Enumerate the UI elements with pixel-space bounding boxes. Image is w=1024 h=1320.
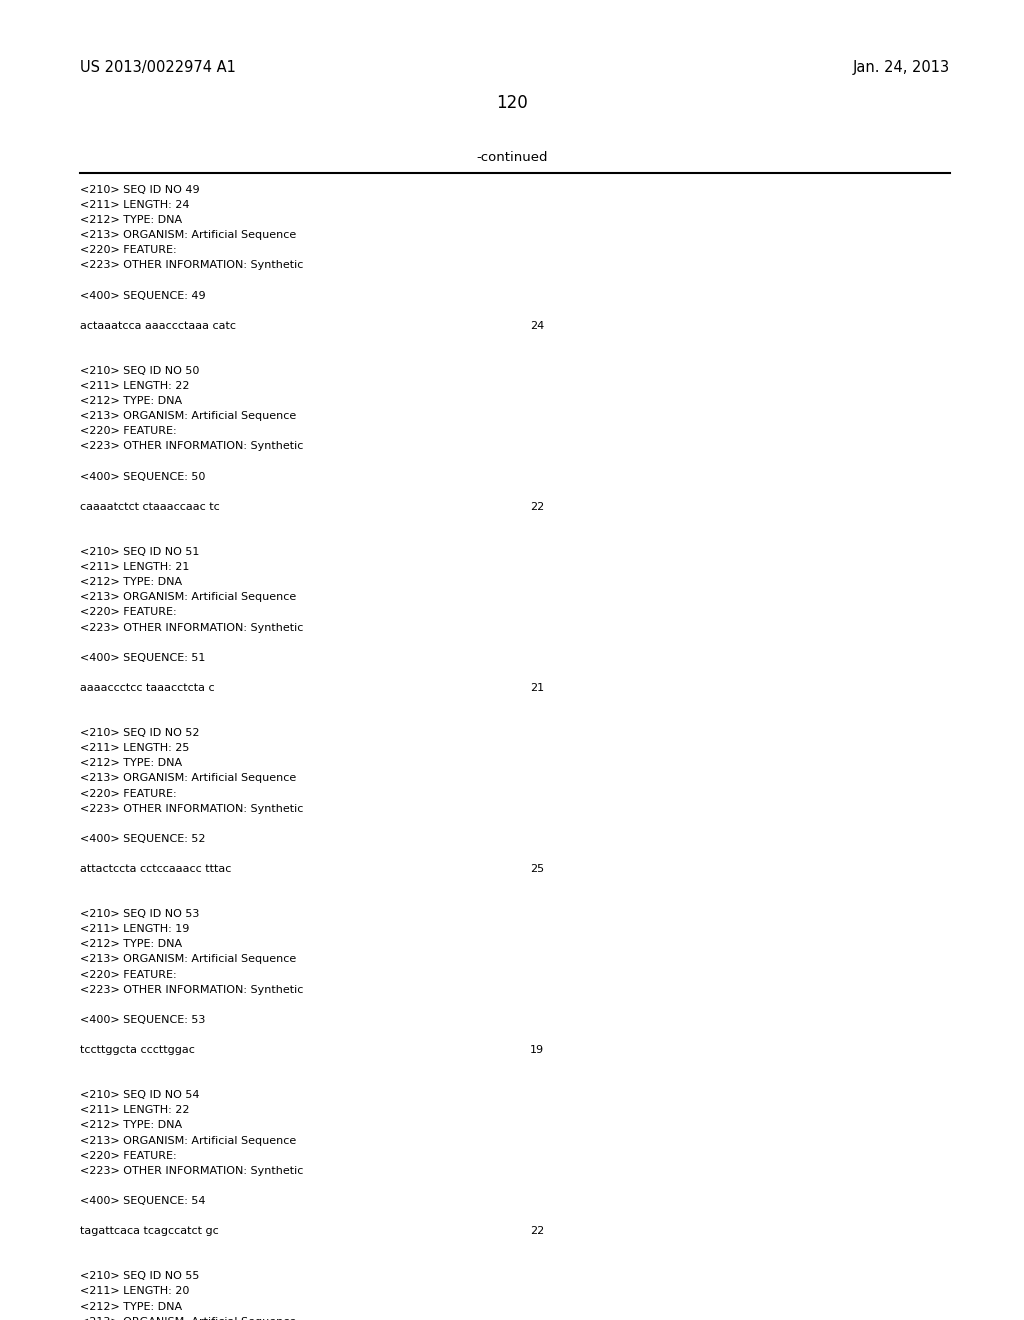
Text: <400> SEQUENCE: 51: <400> SEQUENCE: 51 — [80, 652, 206, 663]
Text: <211> LENGTH: 25: <211> LENGTH: 25 — [80, 743, 189, 754]
Text: 19: 19 — [530, 1045, 544, 1055]
Text: attactccta cctccaaacc tttac: attactccta cctccaaacc tttac — [80, 865, 231, 874]
Text: <212> TYPE: DNA: <212> TYPE: DNA — [80, 940, 182, 949]
Text: <223> OTHER INFORMATION: Synthetic: <223> OTHER INFORMATION: Synthetic — [80, 441, 303, 451]
Text: <213> ORGANISM: Artificial Sequence: <213> ORGANISM: Artificial Sequence — [80, 412, 296, 421]
Text: aaaaccctcc taaacctcta c: aaaaccctcc taaacctcta c — [80, 682, 215, 693]
Text: actaaatcca aaaccctaaa catc: actaaatcca aaaccctaaa catc — [80, 321, 236, 331]
Text: <212> TYPE: DNA: <212> TYPE: DNA — [80, 758, 182, 768]
Text: <220> FEATURE:: <220> FEATURE: — [80, 788, 176, 799]
Text: <211> LENGTH: 24: <211> LENGTH: 24 — [80, 201, 189, 210]
Text: <220> FEATURE:: <220> FEATURE: — [80, 426, 176, 437]
Text: <213> ORGANISM: Artificial Sequence: <213> ORGANISM: Artificial Sequence — [80, 774, 296, 783]
Text: 21: 21 — [530, 682, 544, 693]
Text: <212> TYPE: DNA: <212> TYPE: DNA — [80, 1302, 182, 1312]
Text: <223> OTHER INFORMATION: Synthetic: <223> OTHER INFORMATION: Synthetic — [80, 1166, 303, 1176]
Text: <212> TYPE: DNA: <212> TYPE: DNA — [80, 396, 182, 407]
Text: <223> OTHER INFORMATION: Synthetic: <223> OTHER INFORMATION: Synthetic — [80, 623, 303, 632]
Text: tagattcaca tcagccatct gc: tagattcaca tcagccatct gc — [80, 1226, 219, 1236]
Text: <400> SEQUENCE: 52: <400> SEQUENCE: 52 — [80, 834, 206, 843]
Text: <210> SEQ ID NO 49: <210> SEQ ID NO 49 — [80, 185, 200, 195]
Text: <211> LENGTH: 21: <211> LENGTH: 21 — [80, 562, 189, 572]
Text: <210> SEQ ID NO 52: <210> SEQ ID NO 52 — [80, 729, 200, 738]
Text: <400> SEQUENCE: 54: <400> SEQUENCE: 54 — [80, 1196, 206, 1206]
Text: <211> LENGTH: 22: <211> LENGTH: 22 — [80, 381, 189, 391]
Text: <220> FEATURE:: <220> FEATURE: — [80, 1151, 176, 1160]
Text: <210> SEQ ID NO 50: <210> SEQ ID NO 50 — [80, 366, 200, 376]
Text: <400> SEQUENCE: 50: <400> SEQUENCE: 50 — [80, 471, 206, 482]
Text: <223> OTHER INFORMATION: Synthetic: <223> OTHER INFORMATION: Synthetic — [80, 804, 303, 813]
Text: <220> FEATURE:: <220> FEATURE: — [80, 970, 176, 979]
Text: <211> LENGTH: 19: <211> LENGTH: 19 — [80, 924, 189, 935]
Text: <220> FEATURE:: <220> FEATURE: — [80, 607, 176, 618]
Text: <210> SEQ ID NO 55: <210> SEQ ID NO 55 — [80, 1271, 200, 1282]
Text: 24: 24 — [530, 321, 544, 331]
Text: <212> TYPE: DNA: <212> TYPE: DNA — [80, 1121, 182, 1130]
Text: <213> ORGANISM: Artificial Sequence: <213> ORGANISM: Artificial Sequence — [80, 1316, 296, 1320]
Text: US 2013/0022974 A1: US 2013/0022974 A1 — [80, 61, 236, 75]
Text: <210> SEQ ID NO 54: <210> SEQ ID NO 54 — [80, 1090, 200, 1101]
Text: caaaatctct ctaaaccaac tc: caaaatctct ctaaaccaac tc — [80, 502, 220, 512]
Text: <223> OTHER INFORMATION: Synthetic: <223> OTHER INFORMATION: Synthetic — [80, 260, 303, 271]
Text: -continued: -continued — [476, 150, 548, 164]
Text: 22: 22 — [530, 1226, 544, 1236]
Text: tccttggcta cccttggac: tccttggcta cccttggac — [80, 1045, 195, 1055]
Text: 25: 25 — [530, 865, 544, 874]
Text: <400> SEQUENCE: 53: <400> SEQUENCE: 53 — [80, 1015, 206, 1024]
Text: <211> LENGTH: 20: <211> LENGTH: 20 — [80, 1287, 189, 1296]
Text: <211> LENGTH: 22: <211> LENGTH: 22 — [80, 1105, 189, 1115]
Text: <223> OTHER INFORMATION: Synthetic: <223> OTHER INFORMATION: Synthetic — [80, 985, 303, 995]
Text: <213> ORGANISM: Artificial Sequence: <213> ORGANISM: Artificial Sequence — [80, 230, 296, 240]
Text: <213> ORGANISM: Artificial Sequence: <213> ORGANISM: Artificial Sequence — [80, 593, 296, 602]
Text: <212> TYPE: DNA: <212> TYPE: DNA — [80, 215, 182, 226]
Text: <213> ORGANISM: Artificial Sequence: <213> ORGANISM: Artificial Sequence — [80, 1135, 296, 1146]
Text: <212> TYPE: DNA: <212> TYPE: DNA — [80, 577, 182, 587]
Text: 120: 120 — [496, 95, 528, 112]
Text: <210> SEQ ID NO 51: <210> SEQ ID NO 51 — [80, 546, 200, 557]
Text: 22: 22 — [530, 502, 544, 512]
Text: <400> SEQUENCE: 49: <400> SEQUENCE: 49 — [80, 290, 206, 301]
Text: <220> FEATURE:: <220> FEATURE: — [80, 246, 176, 255]
Text: Jan. 24, 2013: Jan. 24, 2013 — [853, 61, 950, 75]
Text: <210> SEQ ID NO 53: <210> SEQ ID NO 53 — [80, 909, 200, 919]
Text: <213> ORGANISM: Artificial Sequence: <213> ORGANISM: Artificial Sequence — [80, 954, 296, 965]
